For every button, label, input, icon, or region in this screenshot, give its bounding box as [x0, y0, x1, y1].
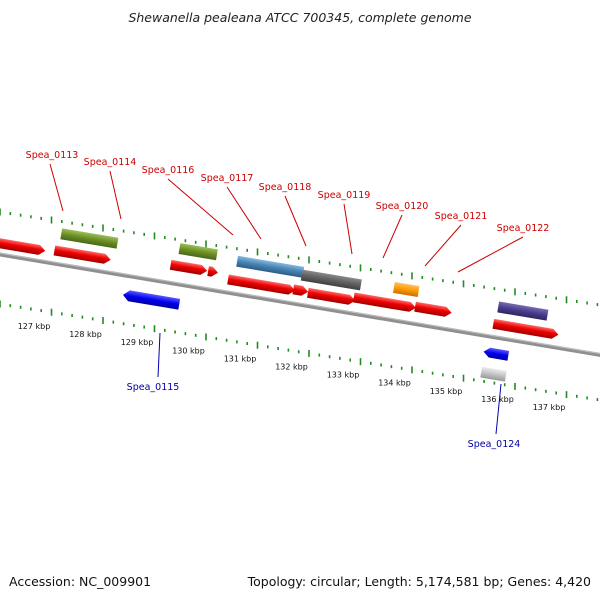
gene-label[interactable]: Spea_0124	[468, 439, 521, 450]
tick-label: 132 kbp	[275, 363, 308, 372]
label-leader-line	[495, 383, 502, 435]
gene-label[interactable]: Spea_0119	[318, 190, 371, 201]
accession-text: Accession: NC_009901	[9, 574, 151, 589]
tick-label: 127 kbp	[18, 322, 51, 331]
gene-label[interactable]: Spea_0114	[84, 157, 137, 168]
tick-ring-inner	[0, 300, 599, 402]
gene-label[interactable]: Spea_0115	[127, 382, 180, 393]
label-leader-line	[382, 214, 403, 259]
label-leader-line	[284, 195, 307, 247]
gene-feature-0115[interactable]	[122, 289, 181, 310]
tick-label: 129 kbp	[121, 338, 154, 347]
label-leader-line	[226, 186, 262, 240]
label-leaders	[49, 163, 524, 435]
tick-ring-outer	[0, 208, 599, 307]
gene-feature-steel[interactable]	[236, 255, 305, 278]
gene-feature-0124-silver[interactable]	[480, 366, 507, 382]
tick-label: 137 kbp	[533, 403, 566, 412]
tick-label: 135 kbp	[430, 387, 463, 396]
tick-label: 133 kbp	[327, 371, 360, 380]
tick-label: 136 kbp	[481, 395, 514, 404]
gene-label[interactable]: Spea_0122	[497, 223, 550, 234]
gene-feature-0120[interactable]	[307, 287, 356, 306]
label-leader-line	[424, 224, 462, 267]
backbone	[0, 238, 600, 362]
label-leader-line	[167, 178, 234, 236]
label-leader-line	[157, 332, 161, 378]
gene-feature-green-1[interactable]	[60, 228, 119, 249]
gene-feature-0121[interactable]	[352, 292, 397, 310]
gene-feature-gray[interactable]	[300, 269, 362, 291]
gene-label[interactable]: Spea_0118	[259, 182, 312, 193]
gene-feature-0124[interactable]	[483, 347, 510, 361]
gene-label[interactable]: Spea_0116	[142, 165, 195, 176]
gene-label[interactable]: Spea_0117	[201, 173, 254, 184]
tick-label: 130 kbp	[172, 346, 205, 355]
gene-track	[0, 228, 559, 382]
gene-label[interactable]: Spea_0113	[26, 150, 79, 161]
gene-feature-0114b[interactable]	[53, 245, 112, 264]
tick-label: 128 kbp	[69, 330, 102, 339]
map-title: Shewanella pealeana ATCC 700345, complet…	[128, 10, 471, 25]
gene-feature-0117[interactable]	[207, 266, 219, 278]
gene-feature-0123[interactable]	[492, 318, 559, 340]
label-leader-line	[109, 170, 122, 220]
gene-labels: Spea_0113 Spea_0114 Spea_0116 Spea_0117 Spea…	[26, 150, 550, 450]
label-leader-line	[49, 163, 64, 212]
gene-feature-purple[interactable]	[497, 301, 549, 321]
tick-label: 134 kbp	[378, 379, 411, 388]
gene-feature-0114a[interactable]	[0, 237, 46, 256]
label-leader-line	[457, 236, 524, 273]
tick-labels: 127 kbp 128 kbp 129 kbp 130 kbp 131 kbp 132 k…	[18, 322, 566, 412]
gene-feature-0116[interactable]	[169, 259, 208, 276]
gene-feature-green-2[interactable]	[178, 243, 218, 261]
genome-summary-text: Topology: circular; Length: 5,174,581 bp…	[247, 574, 591, 589]
label-leader-line	[343, 203, 353, 255]
gene-feature-0122a[interactable]	[388, 298, 416, 312]
gene-feature-0122b[interactable]	[414, 301, 452, 318]
gene-feature-0119[interactable]	[292, 284, 309, 296]
gene-feature-orange[interactable]	[393, 282, 420, 298]
gene-label[interactable]: Spea_0120	[376, 201, 429, 212]
gene-label[interactable]: Spea_0121	[435, 211, 488, 222]
tick-label: 131 kbp	[224, 354, 257, 363]
gene-feature-0118[interactable]	[227, 274, 296, 296]
